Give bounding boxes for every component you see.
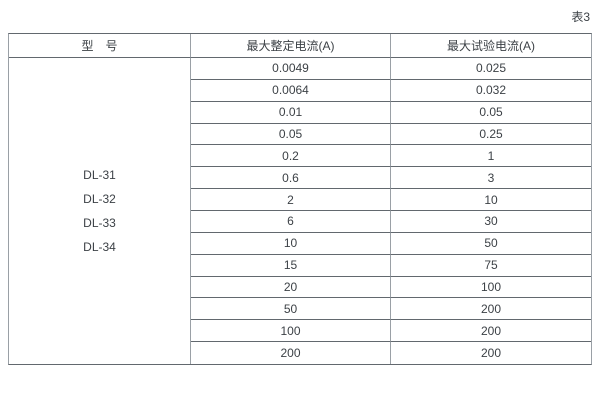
current-ratings-table: 型 号 最大整定电流(A) 最大试验电流(A) DL-31 DL-32 DL-3… [8,33,592,365]
setting-current-cell: 0.6 [191,167,391,190]
test-current-cell: 30 [391,211,591,233]
model-label: DL-33 [83,215,116,230]
test-current-cell: 200 [480,346,502,361]
test-current-cell: 1 [391,145,591,168]
setting-current-cell: 6 [191,211,391,233]
model-label: DL-31 [83,167,116,182]
setting-current-cell: 15 [191,254,391,277]
header-max-setting-current: 最大整定电流(A) [191,34,391,58]
test-current-cell: 100 [391,277,591,299]
test-current-cell: 0.025 [391,58,591,80]
setting-current-cell: 100 [191,320,391,343]
setting-current-cell: 200 [191,342,391,364]
model-list-cell: DL-31 DL-32 DL-33 DL-34 [9,58,191,364]
setting-current-cell: 2 [191,189,391,211]
setting-current-cell: 50 [191,298,391,321]
setting-current-cell: 0.05 [191,123,391,146]
test-current-cell: 3 [391,167,591,190]
setting-current-cell: 10 [191,232,391,255]
header-max-test-current: 最大试验电流(A) [391,34,591,58]
table-caption: 表3 [571,10,590,24]
test-current-cell: 50 [391,233,591,255]
header-model: 型 号 [9,34,191,58]
test-current-cell: 0.25 [391,124,591,146]
test-current-cell: 0.05 [391,102,591,124]
test-current-cell: 0.032 [391,80,591,102]
setting-current-cell: 0.2 [191,145,391,168]
test-current-cell: 200 [391,298,591,321]
setting-current-cell: 0.01 [191,101,391,124]
setting-current-cell: 0.0064 [191,79,391,102]
test-current-cell: 75 [391,255,591,277]
setting-current-cell: 20 [191,276,391,299]
test-current-cell: 10 [391,189,591,211]
model-label: DL-34 [83,239,116,254]
model-label: DL-32 [83,191,116,206]
setting-current-cell: 0.0049 [191,58,391,80]
model-list: DL-31 DL-32 DL-33 DL-34 [83,168,116,255]
test-current-cell: 200 [391,320,591,343]
